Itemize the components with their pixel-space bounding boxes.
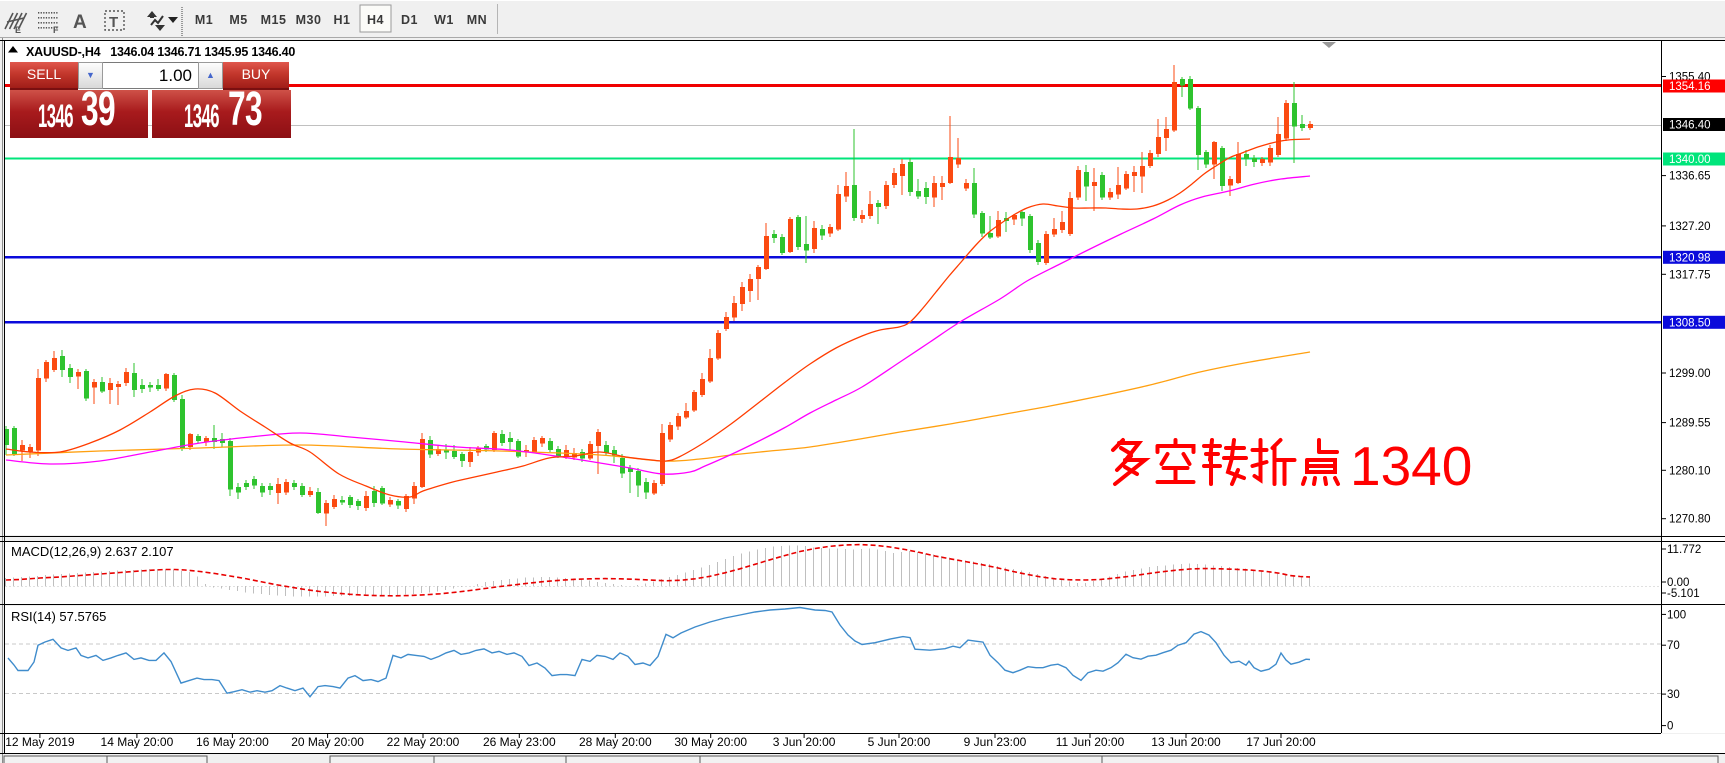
svg-text:100: 100 [1667, 609, 1686, 621]
svg-text:70: 70 [1667, 640, 1680, 652]
svg-text:1340.00: 1340.00 [1669, 154, 1711, 166]
svg-text:1346.40: 1346.40 [1669, 120, 1711, 132]
svg-text:MN: MN [467, 13, 487, 27]
svg-text:16 May 20:00: 16 May 20:00 [196, 735, 269, 749]
svg-text:11.772: 11.772 [1667, 544, 1701, 556]
svg-text:26 May 23:00: 26 May 23:00 [483, 735, 556, 749]
svg-text:20 May 20:00: 20 May 20:00 [291, 735, 364, 749]
svg-text:1308.50: 1308.50 [1669, 317, 1711, 329]
svg-text:3 Jun 20:00: 3 Jun 20:00 [773, 735, 836, 749]
svg-text:17 Jun 20:00: 17 Jun 20:00 [1246, 735, 1316, 749]
svg-text:22 May 20:00: 22 May 20:00 [387, 735, 460, 749]
svg-text:M30: M30 [296, 13, 322, 27]
svg-text:RSI(14) 57.5765: RSI(14) 57.5765 [11, 609, 106, 624]
svg-text:1299.00: 1299.00 [1669, 368, 1711, 380]
svg-text:9 Jun 23:00: 9 Jun 23:00 [964, 735, 1027, 749]
svg-text:5 Jun 20:00: 5 Jun 20:00 [868, 735, 931, 749]
svg-text:11 Jun 20:00: 11 Jun 20:00 [1056, 735, 1125, 749]
svg-text:28 May 20:00: 28 May 20:00 [579, 735, 652, 749]
svg-text:1280.10: 1280.10 [1669, 465, 1711, 477]
svg-text:30 May 20:00: 30 May 20:00 [674, 735, 747, 749]
svg-text:E: E [15, 25, 21, 35]
svg-text:T: T [109, 14, 118, 31]
svg-text:H1: H1 [334, 13, 351, 27]
svg-text:12 May 2019: 12 May 2019 [5, 735, 75, 749]
svg-text:A: A [73, 12, 87, 33]
svg-text:F: F [53, 25, 59, 35]
svg-text:1327.20: 1327.20 [1669, 221, 1711, 233]
svg-text:D1: D1 [401, 13, 418, 27]
svg-text:1289.55: 1289.55 [1669, 418, 1711, 430]
svg-text:M1: M1 [195, 13, 213, 27]
svg-text:W1: W1 [434, 13, 454, 27]
svg-text:1317.75: 1317.75 [1669, 269, 1711, 281]
svg-text:1320.98: 1320.98 [1669, 252, 1711, 264]
svg-text:M5: M5 [229, 13, 247, 27]
svg-text:30: 30 [1667, 689, 1680, 701]
svg-text:H4: H4 [367, 13, 384, 27]
svg-text:1270.80: 1270.80 [1669, 514, 1711, 526]
svg-text:1340: 1340 [1350, 435, 1472, 497]
svg-text:14 May 20:00: 14 May 20:00 [101, 735, 174, 749]
svg-text:0.00: 0.00 [1667, 577, 1689, 589]
svg-text:MACD(12,26,9) 2.637 2.107: MACD(12,26,9) 2.637 2.107 [11, 544, 174, 559]
svg-text:M15: M15 [261, 13, 287, 27]
svg-text:1354.16: 1354.16 [1669, 81, 1711, 93]
svg-text:1336.65: 1336.65 [1669, 171, 1711, 183]
svg-text:-5.101: -5.101 [1667, 588, 1700, 600]
svg-text:0: 0 [1667, 721, 1673, 733]
svg-text:13 Jun 20:00: 13 Jun 20:00 [1151, 735, 1221, 749]
